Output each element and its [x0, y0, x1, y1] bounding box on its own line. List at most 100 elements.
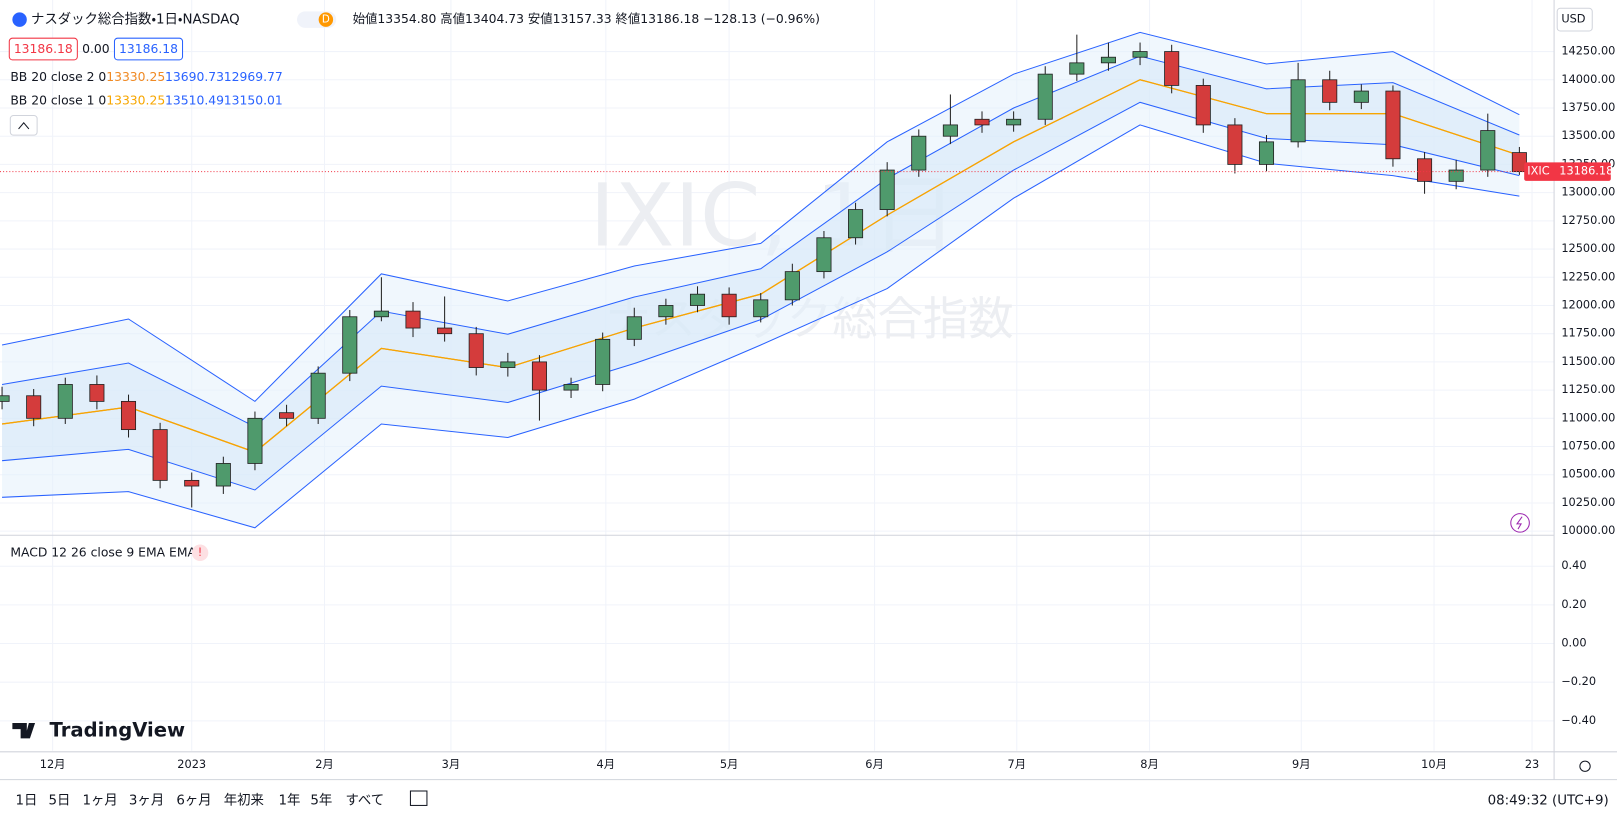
candle-body: [1100, 56, 1116, 64]
legend-name[interactable]: BB 20 close 1 0: [10, 94, 106, 108]
macd-tick-label: −0.40: [1561, 713, 1596, 727]
candle-body: [184, 479, 200, 487]
candle-body: [531, 361, 547, 391]
candle-body: [626, 316, 642, 340]
range-button[interactable]: 年初来: [224, 792, 264, 808]
candle-body: [1290, 79, 1306, 143]
x-tick-label: 4月: [597, 757, 616, 771]
candle-body: [689, 293, 706, 306]
y-tick-label: 12500.00: [1561, 241, 1615, 255]
candle-body: [26, 395, 42, 419]
legend: BB 20 close 2 0 13330.25 13690.73 12969.77 B…: [10, 70, 282, 108]
legend-basis: 13330.25: [106, 70, 165, 84]
settings-icon[interactable]: [1579, 760, 1591, 772]
candle-body: [120, 400, 137, 431]
candle-body: [784, 271, 800, 301]
candle-body: [1480, 130, 1496, 171]
range-button[interactable]: 6ヶ月: [176, 793, 211, 808]
candle-body: [279, 412, 295, 419]
candle-body: [974, 118, 990, 126]
y-tick-label: 12000.00: [1561, 297, 1615, 311]
candle-body: [1353, 90, 1369, 103]
price-tag-bg: [1524, 162, 1611, 181]
y-tick-label: 10500.00: [1561, 467, 1615, 481]
candle-body: [405, 310, 421, 329]
candle-body: [1322, 79, 1338, 103]
alert-bg[interactable]: [191, 544, 209, 562]
y-tick-label: 10250.00: [1561, 495, 1615, 509]
candle-body: [1448, 169, 1464, 182]
y-tick-label: 11250.00: [1561, 382, 1615, 396]
range-button[interactable]: 5日: [48, 793, 70, 808]
candle-body: [437, 327, 453, 335]
candle-body: [942, 124, 958, 137]
price-tag-value: 13186.18: [1559, 164, 1613, 178]
candle-body: [89, 384, 105, 402]
axes: 10000.00 10250.00 10500.00 10750.00 11000.00…: [40, 44, 1616, 772]
symbol-icon: [12, 12, 27, 27]
currency: USD: [1561, 12, 1585, 26]
candle-body: [721, 293, 737, 318]
range-button[interactable]: 5年: [310, 792, 332, 808]
spread: 0.00: [82, 42, 110, 56]
collapse-icon: [18, 121, 30, 130]
x-tick-label: 7月: [1008, 757, 1027, 771]
chart-title[interactable]: ナスダック総合指数・1日・NASDAQ: [31, 12, 240, 28]
x-tick-label: 8月: [1140, 757, 1159, 771]
candle-body: [658, 305, 674, 318]
y-tick-label: 10000.00: [1561, 523, 1615, 537]
y-tick-label: 10750.00: [1561, 439, 1615, 453]
x-tick-label: 3月: [442, 757, 461, 771]
candle-body: [1132, 51, 1148, 58]
brand-logo: [12, 722, 36, 739]
x-tick-label: 6月: [865, 757, 884, 771]
x-tick-label: 23: [1525, 757, 1539, 771]
candle-body: [911, 135, 927, 171]
candle-body: [468, 333, 484, 368]
macd-legend: MACD 12 26 close 9 EMA EMA: [10, 545, 196, 559]
y-tick-label: 12750.00: [1561, 213, 1615, 227]
header-ohlc: 始値13354.80 高値13404.73 安値13157.33 終値13186…: [353, 11, 820, 26]
replay-icon[interactable]: [1510, 513, 1530, 533]
y-tick-label: 13750.00: [1561, 100, 1615, 114]
date-range-icon[interactable]: [409, 790, 428, 806]
price-tag-symbol: IXIC: [1527, 164, 1549, 178]
candle-body: [0, 395, 10, 402]
y-tick-label: 14000.00: [1561, 72, 1615, 86]
range-button[interactable]: 3ヶ月: [129, 793, 164, 808]
range-button[interactable]: 1日: [15, 793, 37, 808]
range-button[interactable]: 1ヶ月: [83, 793, 118, 808]
candle-body: [1037, 73, 1053, 120]
candle-body: [595, 338, 611, 385]
legend-upper: 13510.49: [165, 94, 224, 108]
candle-body: [1258, 141, 1275, 165]
bid-box[interactable]: [8, 37, 78, 61]
candle-body: [1069, 62, 1085, 75]
range-button[interactable]: 1年: [278, 792, 300, 808]
candle-body: [152, 429, 168, 481]
plot: [0, 31, 1555, 529]
candle-body: [1417, 158, 1433, 182]
macd-tick-label: 0.40: [1561, 558, 1586, 572]
x-tick-label: 10月: [1421, 757, 1447, 771]
toolbar: 1日 5日 1ヶ月 3ヶ月 6ヶ月 年初来 1年 5年 すべて: [15, 792, 384, 808]
clock: 08:49:32 (UTC+9): [1488, 793, 1609, 808]
band-fill: [2, 56, 1520, 490]
candle-body: [500, 361, 516, 368]
macd-tick-label: 0.20: [1561, 597, 1586, 611]
legend-upper: 13690.73: [165, 70, 224, 84]
legend-name[interactable]: BB 20 close 2 0: [10, 70, 106, 84]
macd-tick-label: −0.20: [1561, 674, 1596, 688]
candle-body: [1227, 124, 1243, 165]
y-tick-label: 11500.00: [1561, 354, 1615, 368]
candle-body: [848, 209, 864, 239]
candle-body: [247, 417, 263, 464]
x-tick-label: 5月: [720, 757, 739, 771]
ask-box[interactable]: [113, 37, 184, 61]
collapse-button[interactable]: [9, 115, 38, 136]
interval-badge: D: [322, 14, 330, 26]
range-button[interactable]: すべて: [345, 792, 384, 808]
legend-lower: 13150.01: [224, 94, 283, 108]
currency-button[interactable]: [1556, 7, 1593, 32]
candle-body: [1195, 85, 1211, 126]
